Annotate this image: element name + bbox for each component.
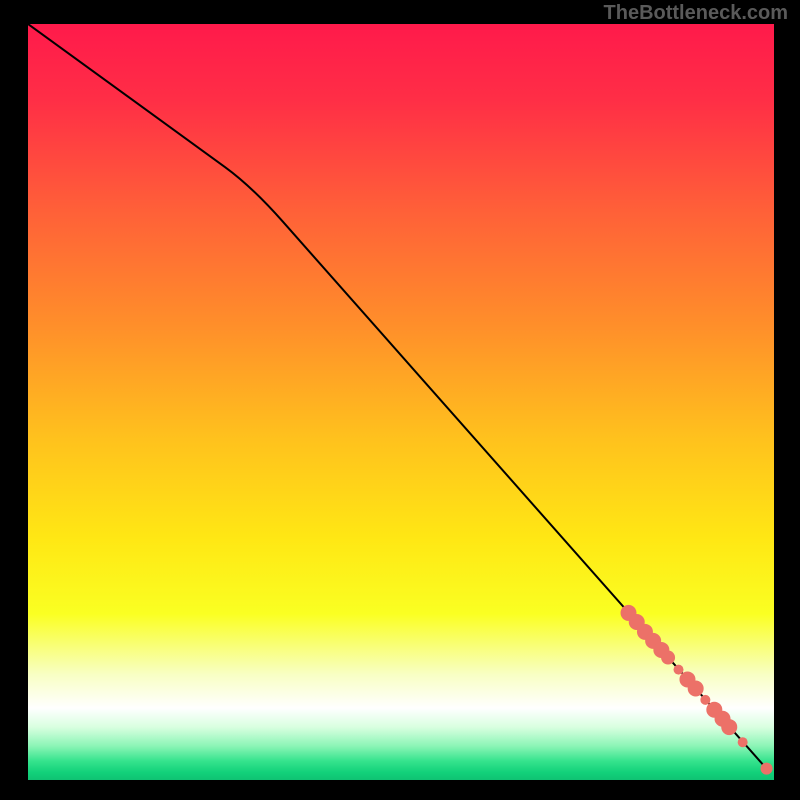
- data-marker: [738, 737, 748, 747]
- data-marker: [661, 651, 675, 665]
- chart-frame: TheBottleneck.com: [0, 0, 800, 800]
- data-marker: [674, 665, 684, 675]
- data-marker: [688, 681, 704, 697]
- watermark-text: TheBottleneck.com: [604, 2, 788, 25]
- data-marker: [761, 763, 773, 775]
- data-marker: [700, 695, 710, 705]
- gradient-plot: [28, 24, 774, 780]
- data-marker: [721, 719, 737, 735]
- gradient-background: [28, 24, 774, 780]
